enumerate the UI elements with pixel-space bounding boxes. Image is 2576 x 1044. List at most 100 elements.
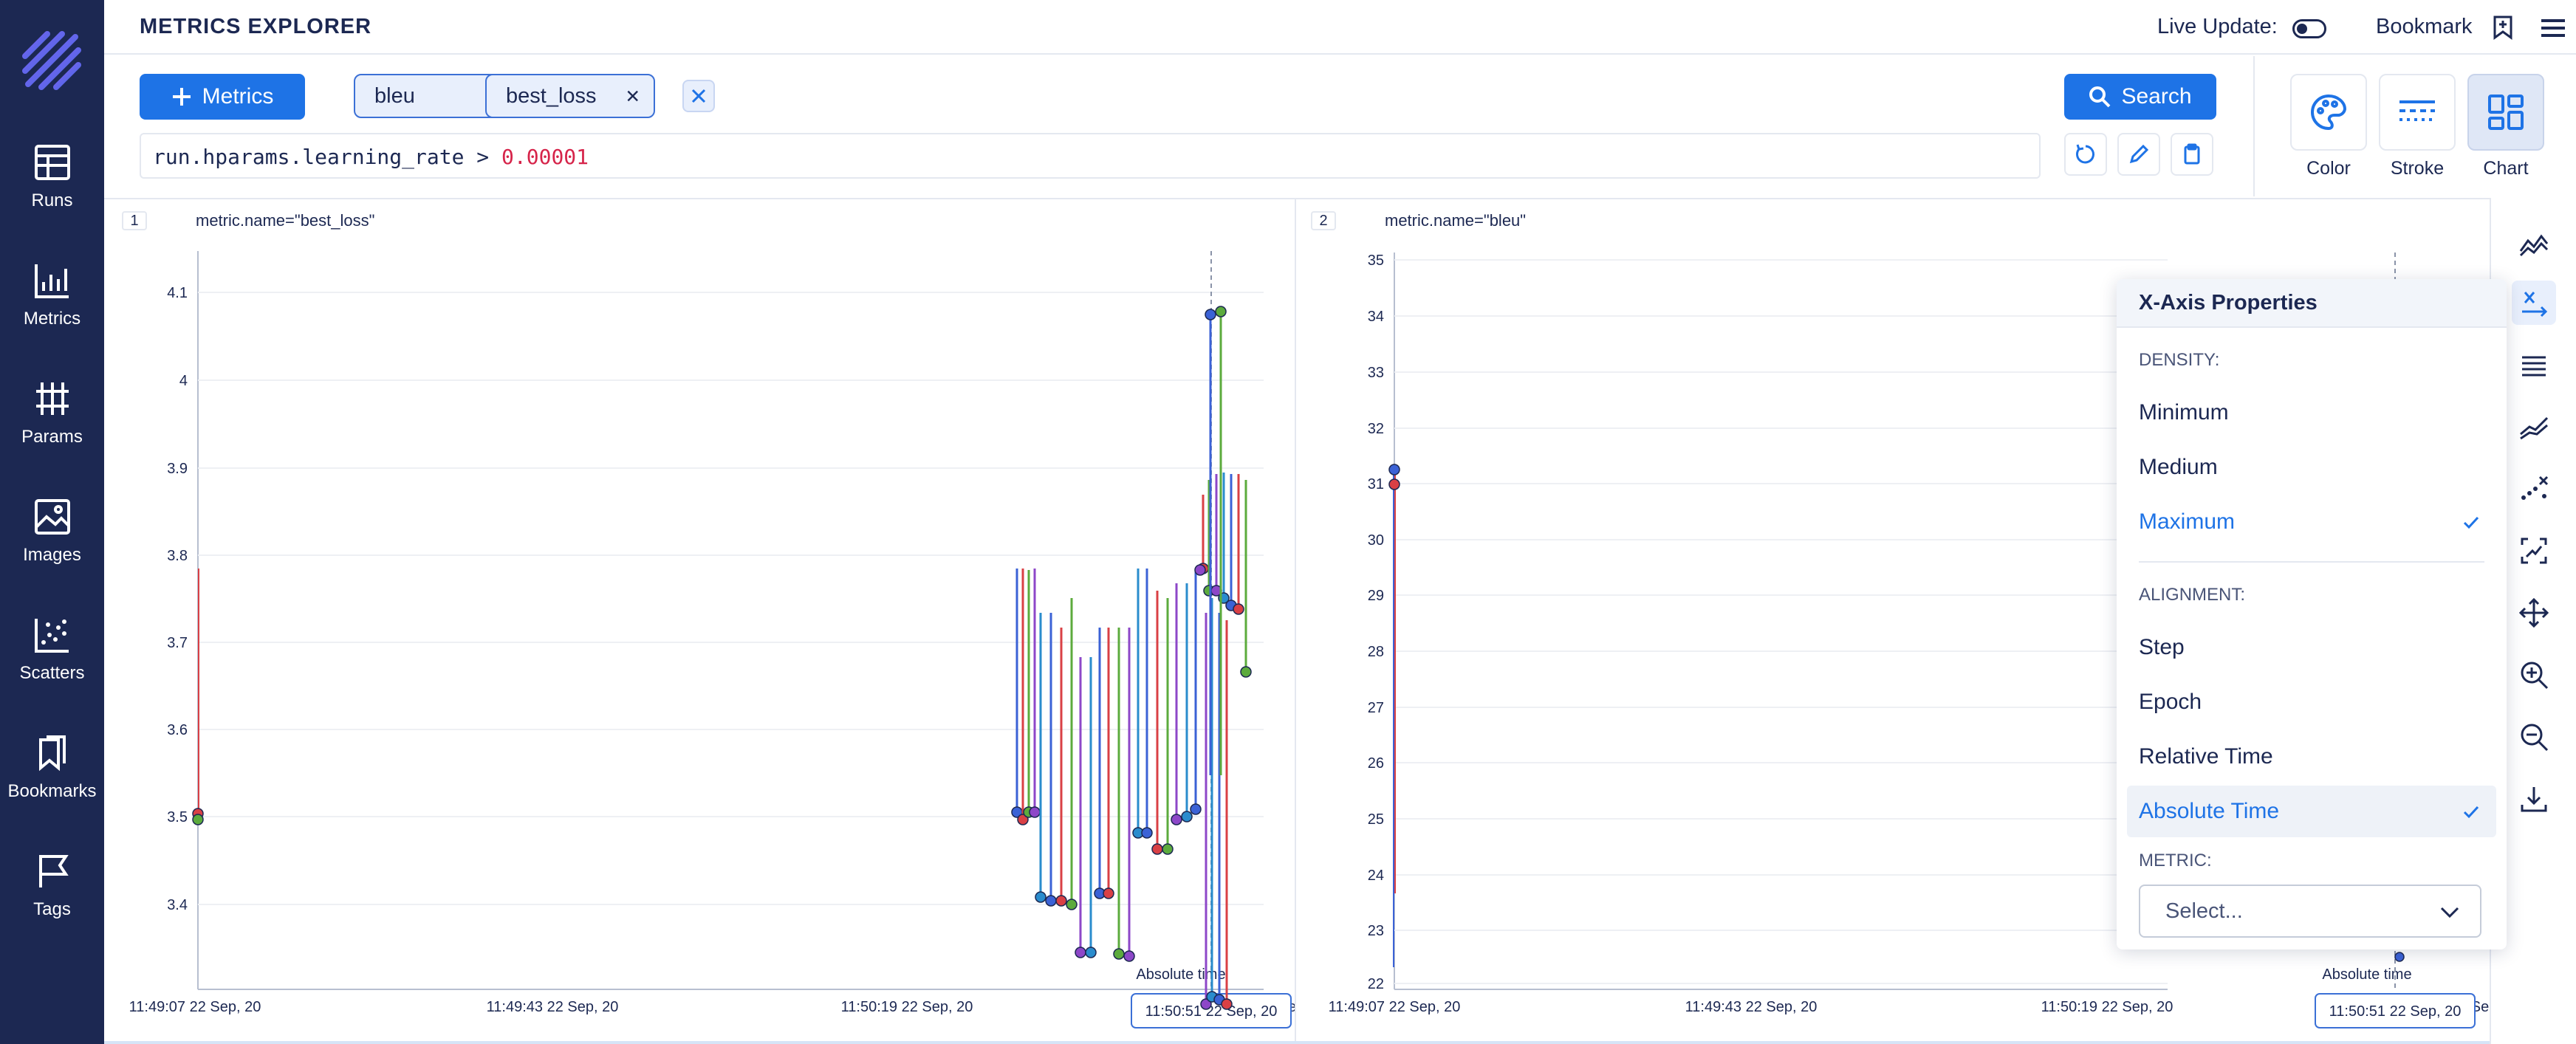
density-option-maximum[interactable]: Maximum (2127, 496, 2496, 548)
clear-all-chips-button[interactable] (682, 80, 715, 112)
data-point (1200, 998, 1212, 1010)
close-icon (691, 89, 706, 103)
y-tick-label: 34 (1368, 309, 1384, 325)
color-control[interactable]: Color (2290, 74, 2367, 179)
alignment-option-absolute-time[interactable]: Absolute Time (2127, 786, 2496, 837)
line-chart[interactable]: 4.1 4 3.9 3.8 3.7 3.6 3.5 3.4 11:49:07 22 Sep, 2… (104, 199, 1295, 1044)
data-point (1103, 887, 1114, 899)
data-point (1221, 998, 1233, 1010)
option-label: Maximum (2139, 509, 2236, 534)
stroke-control[interactable]: Stroke (2379, 74, 2456, 179)
cursor-tooltip-label: 11:50:51 22 Sep, 20 (1145, 1003, 1278, 1020)
density-option-minimum[interactable]: Minimum (2127, 387, 2496, 439)
option-label: Epoch (2139, 690, 2202, 714)
image-icon (34, 499, 70, 535)
close-icon[interactable] (626, 88, 639, 104)
data-point (1017, 814, 1029, 825)
add-metrics-label: Metrics (202, 84, 274, 109)
cursor-tooltip: 11:50:51 22 Sep, 20 (1131, 993, 1292, 1028)
data-point (1181, 811, 1193, 823)
sidebar-item-bookmarks[interactable]: Bookmarks (0, 716, 104, 820)
y-tick-label: 27 (1368, 700, 1384, 716)
resize-handle[interactable] (104, 1041, 2490, 1044)
highlight-tool[interactable] (2512, 529, 2556, 573)
stroke-style-icon (2399, 100, 2435, 121)
aim-logo[interactable] (21, 30, 83, 92)
smoothing-tool[interactable] (2512, 221, 2556, 266)
bookmark-button[interactable]: Bookmark (2376, 15, 2473, 38)
data-point (1055, 895, 1067, 907)
menu-icon[interactable] (2538, 16, 2568, 40)
stroke-control-box[interactable] (2379, 74, 2456, 151)
top-header: METRICS EXPLORER Live Update: Bookmark (104, 0, 2576, 55)
color-control-box[interactable] (2290, 74, 2367, 151)
popover-title: X-Axis Properties (2117, 279, 2507, 328)
search-icon (2089, 86, 2111, 108)
density-option-medium[interactable]: Medium (2127, 442, 2496, 493)
y-tick-label: 3.5 (167, 809, 188, 825)
alignment-option-epoch[interactable]: Epoch (2127, 676, 2496, 728)
edit-query-button[interactable] (2117, 133, 2160, 176)
pan-tool[interactable] (2512, 591, 2556, 635)
palette-icon (2311, 94, 2347, 131)
list-icon (2522, 356, 2546, 377)
alignment-option-relative-time[interactable]: Relative Time (2127, 731, 2496, 783)
chevron-down-icon (2440, 907, 2459, 918)
add-metrics-button[interactable]: Metrics (140, 74, 305, 120)
sidebar-item-tags[interactable]: Tags (0, 834, 104, 938)
query-input[interactable]: run.hparams.learning_rate > 0.00001 (140, 133, 2041, 179)
x-tick-label: 11:49:07 22 Sep, 20 (1329, 999, 1461, 1015)
bookmark-icon (38, 735, 66, 772)
y-tick-label: 3.4 (167, 897, 188, 913)
sidebar-item-images[interactable]: Images (0, 480, 104, 583)
data-point (1123, 950, 1135, 962)
y-tick-label: 30 (1368, 532, 1384, 549)
zoom-in-tool[interactable] (2512, 653, 2556, 697)
sidebar-item-runs[interactable]: Runs (0, 126, 104, 229)
x-axis-label: Absolute time (2322, 966, 2411, 983)
query-value: 0.00001 (501, 145, 589, 169)
pencil-icon (2129, 144, 2149, 164)
bookmark-add-icon[interactable] (2491, 15, 2515, 40)
data-point (1035, 891, 1046, 903)
line-chart[interactable]: 35 34 33 32 31 30 29 28 27 26 25 24 23 22 11:49:07 22 … (1296, 199, 2490, 1044)
option-label: Minimum (2139, 400, 2229, 425)
data-point (1151, 843, 1163, 855)
y-tick-label: 28 (1368, 644, 1384, 660)
metric-select[interactable]: Select... (2139, 885, 2481, 938)
aggregation-tool[interactable] (2512, 405, 2556, 449)
outliers-tool[interactable] (2512, 467, 2556, 511)
zoom-out-tool[interactable] (2512, 715, 2556, 759)
live-update-toggle[interactable] (2292, 19, 2326, 38)
x-tick-label: 11:49:07 22 Sep, 20 (129, 999, 261, 1015)
chart-index-badge: 2 (1311, 211, 1336, 230)
stroke-label: Stroke (2390, 158, 2445, 179)
x-tick-label: 11:50:19 22 Sep, 20 (841, 999, 973, 1015)
data-point (1029, 806, 1041, 818)
data-point (1388, 478, 1400, 490)
alignment-option-step[interactable]: Step (2127, 622, 2496, 673)
x-axis-tool[interactable] (2512, 281, 2556, 325)
export-tool[interactable] (2512, 777, 2556, 821)
chip-label: best_loss (506, 83, 597, 108)
panel-divider (1295, 199, 1296, 1044)
select-area-icon (2521, 538, 2547, 564)
params-icon (35, 382, 69, 415)
reset-query-button[interactable] (2064, 133, 2107, 176)
metric-chip-best-loss[interactable]: best_loss (485, 74, 655, 118)
chart-control-box[interactable] (2467, 74, 2544, 151)
sidebar-item-metrics[interactable]: Metrics (0, 244, 104, 347)
search-button[interactable]: Search (2064, 74, 2216, 120)
sidebar-item-scatters[interactable]: Scatters (0, 598, 104, 701)
chart-label: Chart (2483, 158, 2529, 179)
query-toolbar: Metrics bleu best_loss run.hparams.learn… (104, 56, 2253, 196)
table-tool[interactable] (2512, 343, 2556, 387)
grid-layout-icon (2488, 95, 2524, 130)
sidebar-item-params[interactable]: Params (0, 362, 104, 465)
copy-query-button[interactable] (2171, 133, 2213, 176)
sidebar-item-label: Bookmarks (7, 781, 97, 801)
x-tick-label: 11:49:43 22 Sep, 20 (1685, 999, 1818, 1015)
y-tick-label: 35 (1368, 253, 1384, 269)
y-tick-label: 3.8 (167, 548, 188, 564)
chart-control[interactable]: Chart (2467, 74, 2544, 179)
